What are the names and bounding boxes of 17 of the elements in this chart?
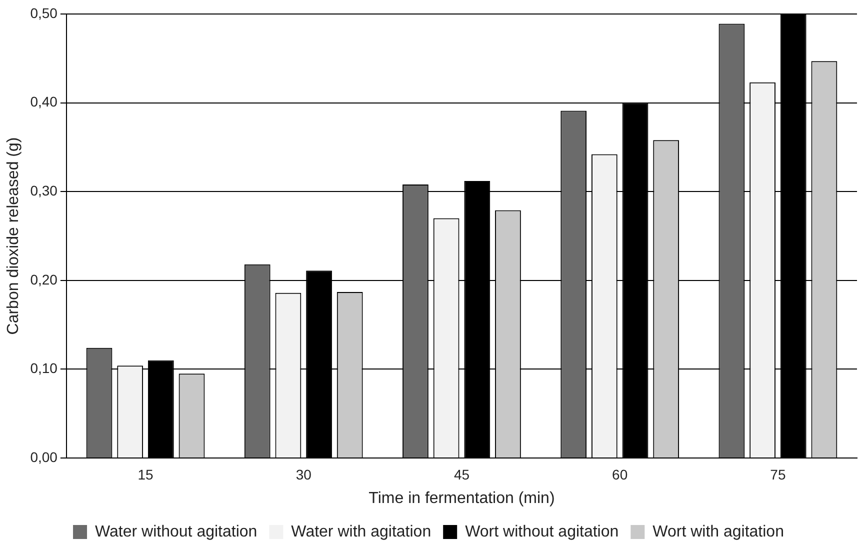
legend-label: Water without agitation: [95, 523, 258, 540]
x-tick-label: 15: [138, 466, 154, 482]
x-tick-label: 30: [296, 466, 312, 482]
x-axis-title: Time in fermentation (min): [368, 490, 555, 507]
x-tick-label: 45: [454, 466, 470, 482]
legend-label: Water with agitation: [291, 523, 432, 540]
y-tick-label: 0,50: [30, 4, 58, 21]
y-tick-label: 0,30: [30, 182, 58, 198]
y-tick-label: 0,00: [30, 448, 58, 465]
legend-label: Wort with agitation: [652, 523, 784, 540]
y-tick-label: 0,40: [30, 94, 58, 110]
y-axis-title: Carbon dioxide released (g): [5, 137, 22, 335]
x-tick-label: 75: [770, 466, 786, 482]
y-tick-label: 0,10: [30, 360, 58, 376]
x-tick-label: 60: [612, 466, 628, 482]
y-tick-label: 0,20: [30, 271, 58, 288]
legend-label: Wort without agitation: [465, 523, 619, 540]
